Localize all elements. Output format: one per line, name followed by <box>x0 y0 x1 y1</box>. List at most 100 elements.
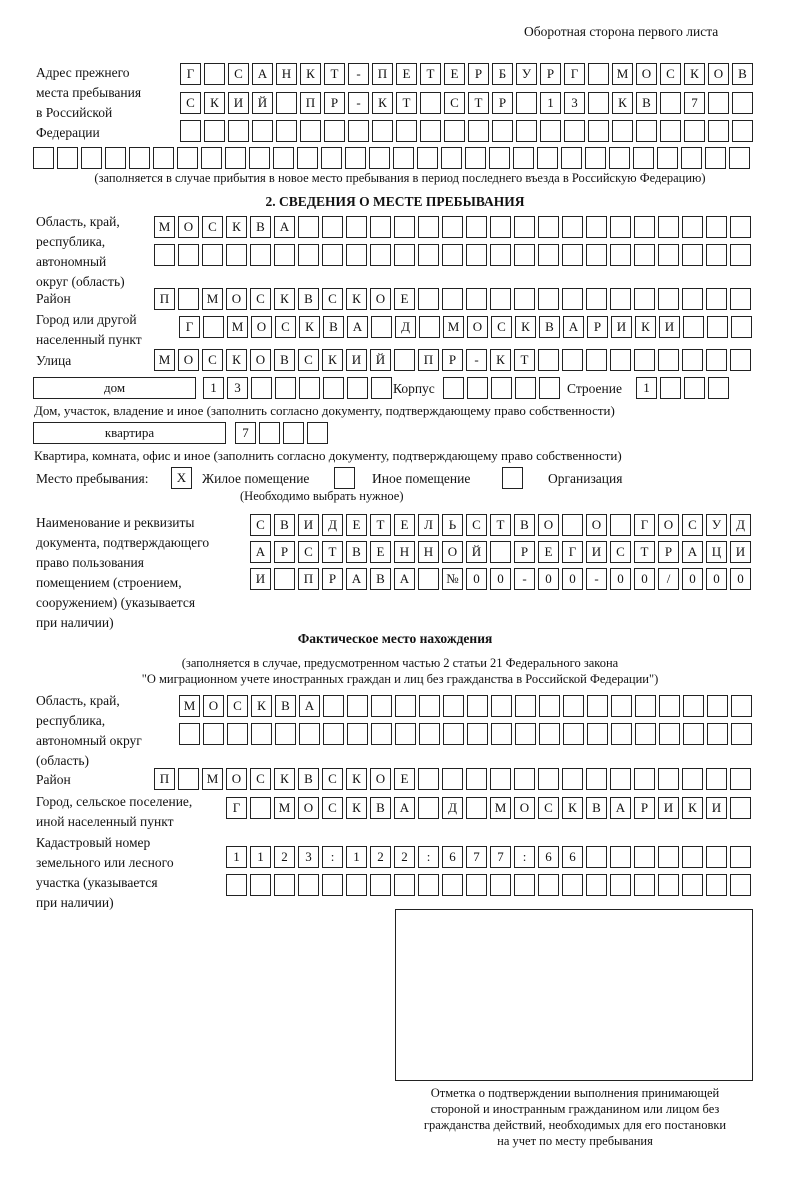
char-cell[interactable]: А <box>299 695 320 717</box>
char-cell[interactable] <box>516 120 537 142</box>
char-cell[interactable]: А <box>347 316 368 338</box>
char-cell[interactable] <box>610 288 631 310</box>
char-cell[interactable] <box>226 244 247 266</box>
char-cell[interactable]: М <box>490 797 511 819</box>
char-cell[interactable]: : <box>418 846 439 868</box>
char-cell[interactable]: В <box>539 316 560 338</box>
char-cell[interactable] <box>659 695 680 717</box>
char-cell[interactable]: С <box>202 216 223 238</box>
char-cell[interactable] <box>682 768 703 790</box>
char-cell[interactable] <box>153 147 174 169</box>
char-cell[interactable]: Н <box>394 541 415 563</box>
char-cell[interactable] <box>610 846 631 868</box>
char-cell[interactable] <box>466 768 487 790</box>
char-cell[interactable]: С <box>444 92 465 114</box>
char-cell[interactable]: В <box>586 797 607 819</box>
char-cell[interactable] <box>274 244 295 266</box>
char-cell[interactable]: Ц <box>706 541 727 563</box>
char-cell[interactable]: В <box>370 797 391 819</box>
char-cell[interactable] <box>514 768 535 790</box>
char-cell[interactable]: 2 <box>274 846 295 868</box>
char-cell[interactable] <box>417 147 438 169</box>
char-cell[interactable]: П <box>372 63 393 85</box>
char-cell[interactable] <box>371 723 392 745</box>
char-cell[interactable] <box>300 120 321 142</box>
char-cell[interactable] <box>539 695 560 717</box>
char-cell[interactable] <box>322 244 343 266</box>
char-cell[interactable]: В <box>274 514 295 536</box>
char-cell[interactable] <box>706 216 727 238</box>
char-cell[interactable]: № <box>442 568 463 590</box>
char-cell[interactable] <box>682 244 703 266</box>
char-cell[interactable]: М <box>612 63 633 85</box>
char-cell[interactable] <box>587 723 608 745</box>
char-cell[interactable] <box>515 377 536 399</box>
char-cell[interactable]: 1 <box>346 846 367 868</box>
char-cell[interactable]: Р <box>658 541 679 563</box>
char-cell[interactable]: Н <box>418 541 439 563</box>
char-cell[interactable]: С <box>538 797 559 819</box>
char-cell[interactable] <box>442 874 463 896</box>
char-cell[interactable]: П <box>154 288 175 310</box>
char-cell[interactable] <box>634 768 655 790</box>
char-cell[interactable] <box>731 723 752 745</box>
char-cell[interactable] <box>562 768 583 790</box>
char-cell[interactable]: О <box>708 63 729 85</box>
char-cell[interactable] <box>252 120 273 142</box>
char-cell[interactable] <box>395 695 416 717</box>
char-cell[interactable] <box>490 541 511 563</box>
char-cell[interactable]: О <box>178 349 199 371</box>
char-cell[interactable]: Е <box>394 768 415 790</box>
char-cell[interactable]: К <box>515 316 536 338</box>
char-cell[interactable]: 0 <box>682 568 703 590</box>
char-cell[interactable] <box>202 244 223 266</box>
char-cell[interactable] <box>732 120 753 142</box>
char-cell[interactable] <box>443 377 464 399</box>
char-cell[interactable]: А <box>610 797 631 819</box>
char-cell[interactable]: Е <box>394 288 415 310</box>
char-cell[interactable] <box>538 768 559 790</box>
char-cell[interactable] <box>514 874 535 896</box>
char-cell[interactable] <box>177 147 198 169</box>
char-cell[interactable]: Е <box>346 514 367 536</box>
char-cell[interactable] <box>634 216 655 238</box>
char-cell[interactable]: Г <box>179 316 200 338</box>
char-cell[interactable]: 2 <box>370 846 391 868</box>
char-cell[interactable]: И <box>586 541 607 563</box>
char-cell[interactable]: А <box>252 63 273 85</box>
char-cell[interactable] <box>731 695 752 717</box>
char-cell[interactable] <box>707 316 728 338</box>
char-cell[interactable] <box>587 695 608 717</box>
char-cell[interactable] <box>636 120 657 142</box>
char-cell[interactable]: К <box>490 349 511 371</box>
char-cell[interactable] <box>273 147 294 169</box>
char-cell[interactable] <box>276 120 297 142</box>
char-cell[interactable]: 7 <box>235 422 256 444</box>
char-cell[interactable] <box>298 216 319 238</box>
char-cell[interactable] <box>706 288 727 310</box>
char-cell[interactable] <box>274 568 295 590</box>
char-cell[interactable]: А <box>394 568 415 590</box>
char-cell[interactable]: В <box>298 288 319 310</box>
char-cell[interactable]: И <box>730 541 751 563</box>
char-cell[interactable] <box>732 92 753 114</box>
char-cell[interactable] <box>538 244 559 266</box>
char-cell[interactable] <box>251 377 272 399</box>
char-cell[interactable] <box>538 874 559 896</box>
char-cell[interactable] <box>490 216 511 238</box>
char-cell[interactable] <box>394 216 415 238</box>
char-cell[interactable]: В <box>274 349 295 371</box>
char-cell[interactable] <box>179 723 200 745</box>
char-cell[interactable] <box>514 216 535 238</box>
char-cell[interactable]: О <box>514 797 535 819</box>
char-cell[interactable]: Б <box>492 63 513 85</box>
char-cell[interactable]: И <box>659 316 680 338</box>
char-cell[interactable]: Г <box>226 797 247 819</box>
char-cell[interactable]: К <box>274 288 295 310</box>
char-cell[interactable] <box>251 723 272 745</box>
char-cell[interactable]: К <box>346 288 367 310</box>
char-cell[interactable] <box>419 695 440 717</box>
char-cell[interactable] <box>204 120 225 142</box>
char-cell[interactable]: 1 <box>226 846 247 868</box>
char-cell[interactable] <box>324 120 345 142</box>
